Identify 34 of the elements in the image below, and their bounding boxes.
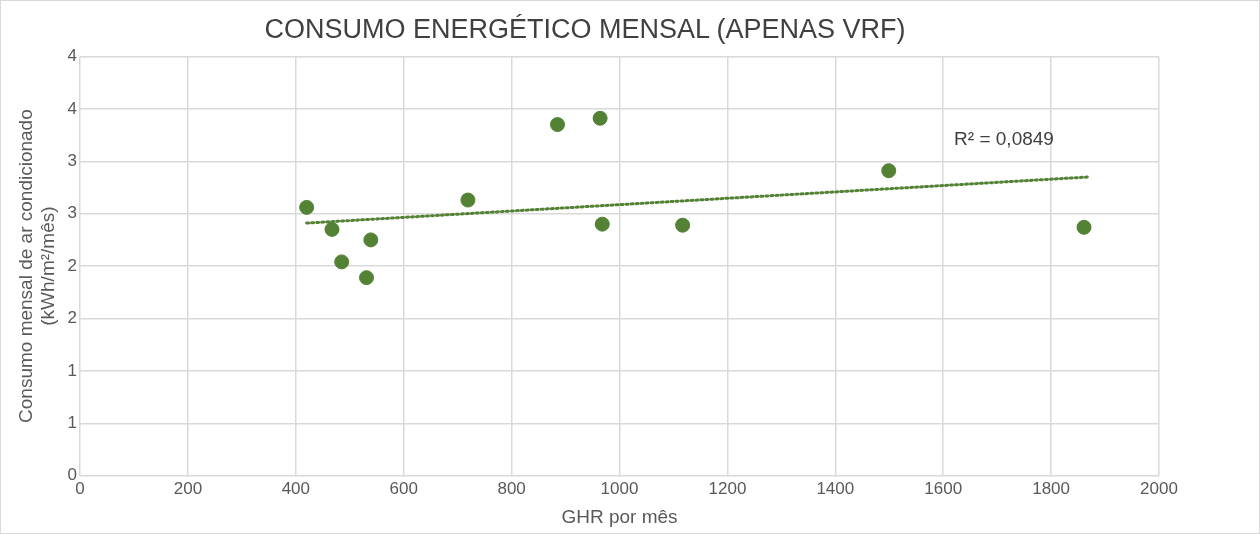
y-tick-label: 4 bbox=[67, 46, 78, 66]
point bbox=[299, 199, 315, 215]
point bbox=[592, 110, 608, 126]
point bbox=[363, 232, 379, 248]
x-tick-label: 1800 bbox=[1032, 478, 1071, 498]
y-tick-label: 3 bbox=[67, 203, 78, 223]
point bbox=[594, 216, 610, 232]
y-axis-title: Consumo mensal de ar condicionado (kWh/m²/mês) bbox=[14, 109, 59, 423]
y-tick-label: 2 bbox=[67, 255, 78, 275]
x-tick-label: 800 bbox=[497, 478, 526, 498]
chart-title: CONSUMO ENERGÉTICO MENSAL (APENAS VRF) bbox=[264, 13, 906, 44]
x-tick-label: 600 bbox=[389, 478, 418, 498]
x-tick-label: 1400 bbox=[816, 478, 855, 498]
y-tick-label: 1 bbox=[67, 360, 78, 380]
x-axis-title: GHR por mês bbox=[561, 505, 678, 527]
x-tick-label: 400 bbox=[281, 478, 311, 498]
y-tick-label: 4 bbox=[67, 98, 78, 118]
point bbox=[324, 221, 340, 237]
y-tick-label: 3 bbox=[67, 150, 78, 170]
x-tick-label: 1000 bbox=[600, 478, 639, 498]
point bbox=[359, 270, 375, 286]
x-tick-label: 1200 bbox=[708, 478, 747, 498]
point bbox=[334, 254, 350, 270]
point bbox=[675, 217, 691, 233]
annotation: R² = 0,0849 bbox=[954, 127, 1054, 149]
point bbox=[460, 192, 476, 208]
x-tick-label: 1600 bbox=[924, 478, 963, 498]
point bbox=[1076, 219, 1092, 235]
y-tick-label: 1 bbox=[67, 413, 78, 433]
y-tick-label: 2 bbox=[67, 308, 78, 328]
point bbox=[881, 163, 897, 179]
x-tick-label: 200 bbox=[173, 478, 203, 498]
x-tick-label: 2000 bbox=[1140, 478, 1178, 498]
point bbox=[549, 117, 565, 133]
